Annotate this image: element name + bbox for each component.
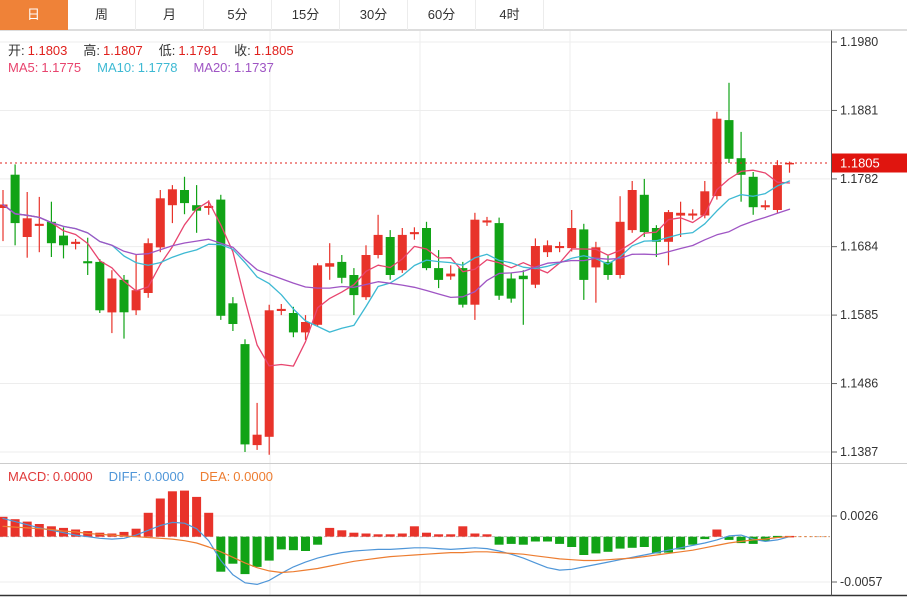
ohlc-legend: 开: 1.1803 高: 1.1807 低: 1.1791 收: 1.1805 [8, 40, 310, 59]
ohlc-legend-high: 高: 1.1807 [83, 43, 143, 58]
period-tabbar: 日周月 5分 15分 30分 60分 4时 [0, 0, 907, 30]
tab-day[interactable]: 日 [0, 0, 68, 30]
tab-4hour[interactable]: 4时 [476, 0, 544, 30]
tab-5min[interactable]: 5分 [204, 0, 272, 30]
price-tick-label: 1.1684 [840, 240, 878, 254]
price-axis: 1.1980 1.1881 1.1782 1.1684 1.1585 1.1486 1.13… [832, 35, 878, 459]
svg-text:1.1805: 1.1805 [840, 156, 880, 171]
price-tick-label: 1.1980 [840, 35, 878, 49]
ohlc-legend-low: 低: 1.1791 [158, 43, 219, 58]
macd-legend: MACD: 0.0000 DIFF: 0.0000 DEA: 0.0000 [8, 469, 289, 484]
macd-legend-dea: DEA: 0.0000 [199, 469, 274, 484]
ma-legend: MA5: 1.1775 MA10: 1.1778 MA20: 1.1737 [8, 60, 290, 75]
price-tick-label: 1.1782 [840, 172, 878, 186]
macd-axis: 0.0026 -0.0057 [832, 509, 882, 589]
ma-legend-ma10: MA10: 1.1778 [97, 60, 178, 75]
last-price-badge: 1.1805 [832, 153, 907, 173]
tab-60min[interactable]: 60分 [408, 0, 476, 30]
tab-15min[interactable]: 15分 [272, 0, 340, 30]
price-tick-label: 1.1387 [840, 445, 878, 459]
price-tick-label: 1.1585 [840, 308, 878, 322]
macd-legend-diff: DIFF: 0.0000 [108, 469, 184, 484]
macd-histogram-layer [0, 490, 794, 575]
ma-legend-ma20: MA20: 1.1737 [193, 60, 274, 75]
tab-week[interactable]: 周 [68, 0, 136, 30]
ohlc-legend-close: 收: 1.1805 [234, 43, 294, 58]
macd-tick-label: -0.0057 [840, 575, 882, 589]
tab-month[interactable]: 月 [136, 0, 204, 30]
macd-legend-macd: MACD: 0.0000 [8, 469, 93, 484]
macd-tick-label: 0.0026 [840, 509, 878, 523]
price-tick-label: 1.1881 [840, 103, 878, 117]
candles-layer [0, 82, 794, 455]
price-tick-label: 1.1486 [840, 377, 878, 391]
ma-legend-ma5: MA5: 1.1775 [8, 60, 82, 75]
tab-30min[interactable]: 30分 [340, 0, 408, 30]
ohlc-legend-open: 开: 1.1803 [8, 43, 68, 58]
